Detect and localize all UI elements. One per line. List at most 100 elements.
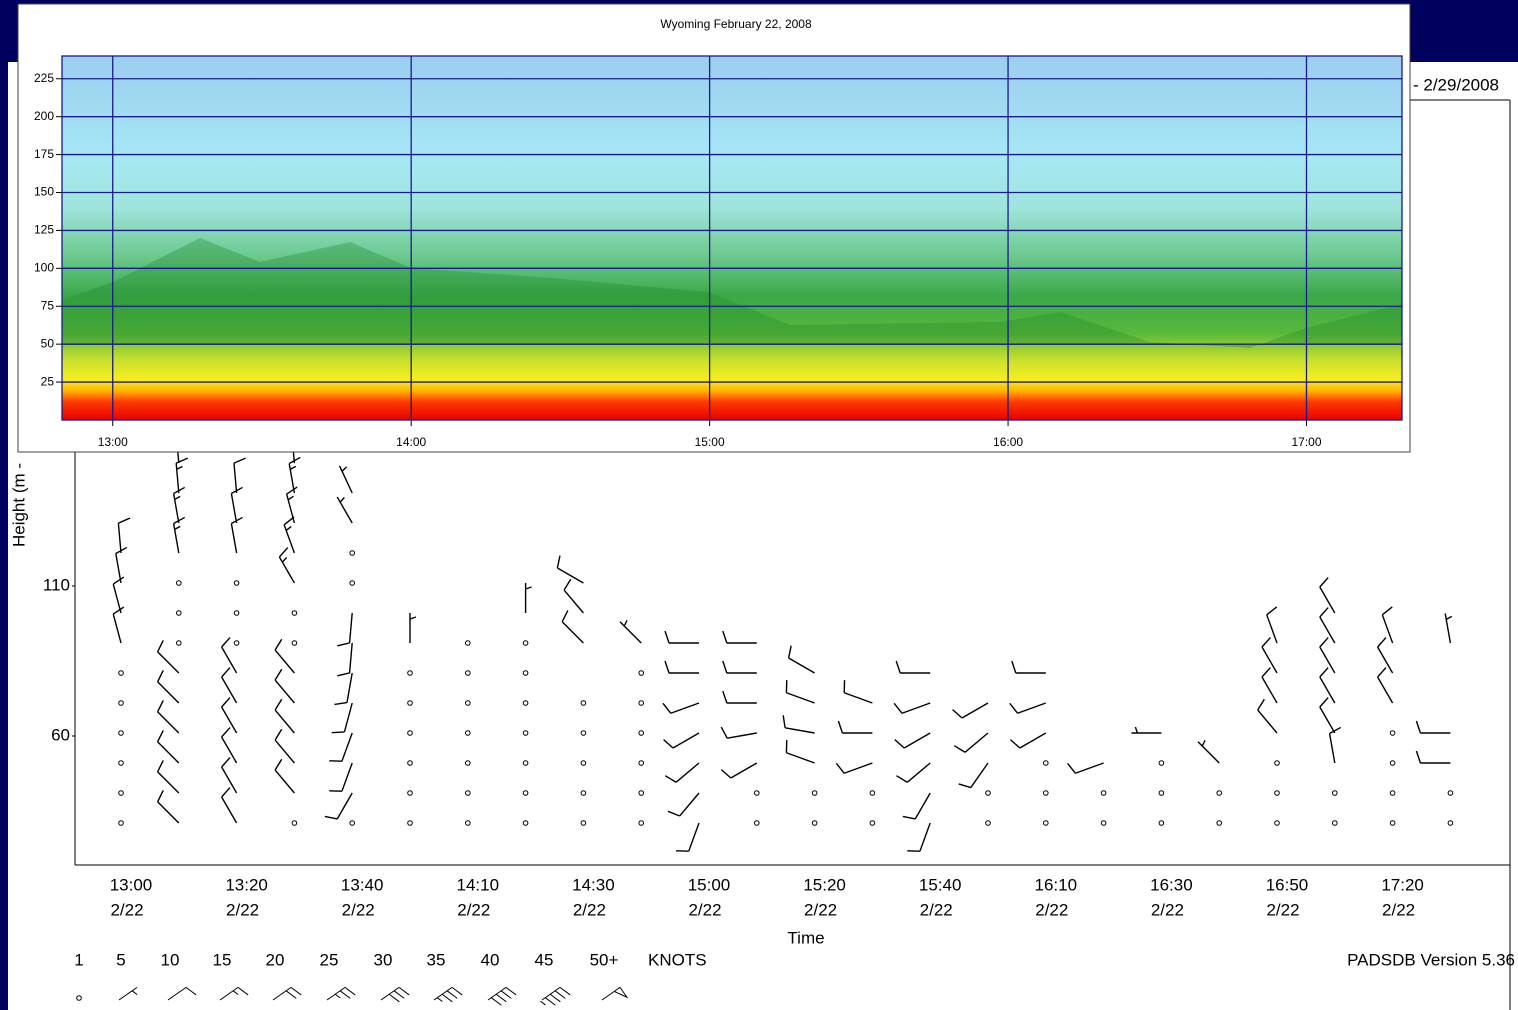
- calm-marker: [638, 730, 645, 736]
- calm-marker: [1389, 820, 1396, 826]
- legend-barb: [167, 986, 197, 1001]
- wind-barb: [1197, 740, 1220, 764]
- legend-label: 5: [116, 950, 125, 969]
- x-tick-date: 2/22: [1266, 900, 1299, 919]
- calm-marker: [176, 610, 182, 616]
- wind-barb: [787, 645, 815, 674]
- wind-barb: [220, 637, 238, 674]
- x-tick-date: 2/22: [688, 900, 721, 919]
- calm-marker: [580, 760, 587, 766]
- wind-barb: [112, 606, 125, 644]
- y-tick-label: 175: [34, 147, 54, 161]
- x-tick-date: 2/22: [110, 900, 143, 919]
- calm-marker: [349, 550, 356, 556]
- wind-barb: [1319, 667, 1336, 704]
- wind-barb: [156, 760, 180, 794]
- calm-marker: [638, 820, 645, 826]
- calm-marker: [291, 610, 298, 616]
- calm-marker: [811, 790, 818, 796]
- calm-marker: [985, 790, 991, 796]
- calm-marker: [580, 790, 587, 796]
- wind-barb: [1381, 606, 1394, 644]
- legend-label: 45: [535, 950, 554, 969]
- x-axis-label: Time: [787, 928, 824, 947]
- calm-marker: [465, 670, 471, 676]
- wind-barb: [664, 630, 699, 644]
- calm-marker: [1447, 820, 1454, 826]
- x-tick-date: 2/22: [342, 900, 375, 919]
- calm-marker: [1332, 790, 1338, 796]
- legend-barb: [272, 986, 302, 1001]
- wind-barb: [720, 726, 757, 739]
- calm-marker: [233, 610, 240, 616]
- wind-barb: [1415, 720, 1451, 734]
- calm-marker: [465, 760, 471, 766]
- calm-marker: [465, 730, 471, 736]
- wind-barb: [1319, 637, 1336, 674]
- calm-marker: [407, 760, 413, 766]
- legend-barb: [380, 986, 410, 1003]
- legend-label: 25: [320, 950, 339, 969]
- legend-barb: [601, 986, 629, 1001]
- calm-marker: [1274, 760, 1280, 766]
- wind-barb: [895, 660, 931, 674]
- wind-barb: [953, 732, 989, 753]
- x-tick-label: 16:00: [993, 435, 1023, 449]
- x-tick-date: 2/22: [1151, 900, 1184, 919]
- wind-barb: [1266, 606, 1278, 644]
- legend-label: 40: [481, 950, 500, 969]
- wind-barb: [1261, 667, 1278, 704]
- legend-label: 20: [266, 950, 285, 969]
- wind-barb: [329, 732, 353, 762]
- wind-barb: [619, 620, 642, 644]
- wind-barb: [156, 730, 180, 764]
- calm-marker: [638, 700, 645, 706]
- y-tick-label: 60: [51, 725, 70, 744]
- calm-marker: [754, 820, 760, 826]
- calm-marker: [118, 670, 124, 676]
- calm-marker: [1158, 760, 1165, 766]
- x-tick-label: 16:30: [1150, 875, 1193, 894]
- calm-marker: [1389, 790, 1396, 796]
- wind-barb: [334, 672, 353, 706]
- legend-label: 50+: [590, 950, 619, 969]
- legend-barb: [219, 986, 249, 1001]
- calm-marker: [407, 820, 413, 826]
- x-tick-label: 15:00: [688, 875, 731, 894]
- wind-barb: [112, 576, 125, 614]
- legend-barb: [118, 986, 138, 1001]
- wind-barb: [662, 702, 700, 714]
- wind-barb: [283, 516, 296, 554]
- calm-marker: [1216, 790, 1222, 796]
- wind-barb: [524, 583, 532, 613]
- wind-barb: [1319, 607, 1336, 644]
- wind-barb: [1319, 577, 1336, 614]
- legend-label: 10: [161, 950, 180, 969]
- wind-barb: [233, 457, 246, 494]
- calm-marker: [1158, 790, 1165, 796]
- calm-marker: [407, 730, 413, 736]
- calm-marker: [1216, 820, 1222, 826]
- x-tick-date: 2/22: [573, 900, 606, 919]
- wind-barb: [230, 516, 243, 554]
- wind-barb: [902, 792, 931, 820]
- wind-barb: [556, 555, 584, 584]
- x-tick-date: 2/22: [457, 900, 490, 919]
- wind-barb: [1444, 613, 1453, 644]
- wind-barb: [156, 640, 180, 674]
- wind-barb: [409, 613, 417, 643]
- calm-marker: [465, 640, 471, 646]
- wind-barb: [274, 758, 295, 794]
- calm-marker: [1158, 820, 1165, 826]
- calm-marker: [407, 700, 413, 706]
- wind-barb: [663, 732, 700, 749]
- x-tick-label: 13:40: [341, 875, 384, 894]
- calm-marker: [522, 670, 529, 676]
- wind-barb: [896, 762, 931, 783]
- wind-barb: [274, 698, 295, 734]
- wind-barb: [1328, 726, 1342, 764]
- wind-barb: [843, 680, 873, 704]
- calm-marker: [118, 700, 124, 706]
- calm-marker: [580, 730, 587, 736]
